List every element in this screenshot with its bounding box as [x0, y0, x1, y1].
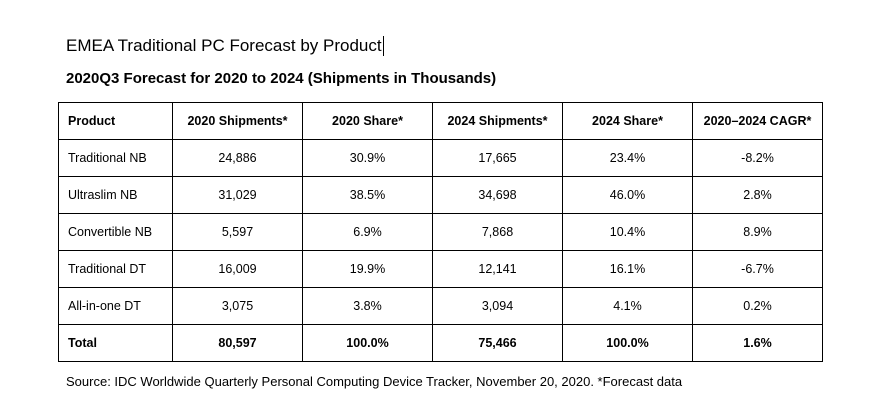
cell-2020-share: 30.9% [302, 139, 433, 177]
cell-2020-shipments: 31,029 [172, 176, 303, 214]
table-row: All-in-one DT 3,075 3.8% 3,094 4.1% 0.2% [58, 287, 823, 325]
table-total-row: Total 80,597 100.0% 75,466 100.0% 1.6% [58, 324, 823, 362]
total-2020-share: 100.0% [302, 324, 433, 362]
cell-2020-share: 6.9% [302, 213, 433, 251]
cell-cagr: 8.9% [692, 213, 823, 251]
table-header-row: Product 2020 Shipments* 2020 Share* 2024… [58, 102, 823, 140]
cell-2020-shipments: 24,886 [172, 139, 303, 177]
total-2020-shipments: 80,597 [172, 324, 303, 362]
cell-2024-shipments: 7,868 [432, 213, 563, 251]
source-note: Source: IDC Worldwide Quarterly Personal… [66, 374, 683, 389]
cell-2024-share: 10.4% [562, 213, 693, 251]
cell-2024-shipments: 34,698 [432, 176, 563, 214]
table-subtitle: 2020Q3 Forecast for 2020 to 2024 (Shipme… [66, 70, 497, 87]
page-title: EMEA Traditional PC Forecast by Product [66, 36, 384, 56]
total-label: Total [58, 324, 173, 362]
cell-2020-share: 19.9% [302, 250, 433, 288]
table-row: Convertible NB 5,597 6.9% 7,868 10.4% 8.… [58, 213, 823, 251]
cell-2024-share: 23.4% [562, 139, 693, 177]
cell-product: Ultraslim NB [58, 176, 173, 214]
cell-product: Traditional DT [58, 250, 173, 288]
table-row: Traditional DT 16,009 19.9% 12,141 16.1%… [58, 250, 823, 288]
header-2024-share: 2024 Share* [562, 102, 693, 140]
total-2024-share: 100.0% [562, 324, 693, 362]
cell-2020-shipments: 3,075 [172, 287, 303, 325]
cell-2020-shipments: 5,597 [172, 213, 303, 251]
cell-2024-shipments: 12,141 [432, 250, 563, 288]
header-2020-shipments: 2020 Shipments* [172, 102, 303, 140]
cell-product: Convertible NB [58, 213, 173, 251]
cell-cagr: -6.7% [692, 250, 823, 288]
header-product: Product [58, 102, 173, 140]
table-row: Ultraslim NB 31,029 38.5% 34,698 46.0% 2… [58, 176, 823, 214]
cell-product: All-in-one DT [58, 287, 173, 325]
table-row: Traditional NB 24,886 30.9% 17,665 23.4%… [58, 139, 823, 177]
cell-cagr: 2.8% [692, 176, 823, 214]
header-2024-shipments: 2024 Shipments* [432, 102, 563, 140]
cell-2024-share: 16.1% [562, 250, 693, 288]
cell-2024-shipments: 3,094 [432, 287, 563, 325]
total-cagr: 1.6% [692, 324, 823, 362]
header-cagr: 2020–2024 CAGR* [692, 102, 823, 140]
total-2024-shipments: 75,466 [432, 324, 563, 362]
cell-cagr: -8.2% [692, 139, 823, 177]
cell-2024-shipments: 17,665 [432, 139, 563, 177]
header-2020-share: 2020 Share* [302, 102, 433, 140]
cell-cagr: 0.2% [692, 287, 823, 325]
page-title-text: EMEA Traditional PC Forecast by Product [66, 36, 382, 55]
cell-product: Traditional NB [58, 139, 173, 177]
cell-2020-share: 38.5% [302, 176, 433, 214]
cell-2020-share: 3.8% [302, 287, 433, 325]
cell-2024-share: 4.1% [562, 287, 693, 325]
cell-2020-shipments: 16,009 [172, 250, 303, 288]
forecast-table: Product 2020 Shipments* 2020 Share* 2024… [58, 102, 823, 362]
cell-2024-share: 46.0% [562, 176, 693, 214]
text-cursor [382, 36, 384, 56]
